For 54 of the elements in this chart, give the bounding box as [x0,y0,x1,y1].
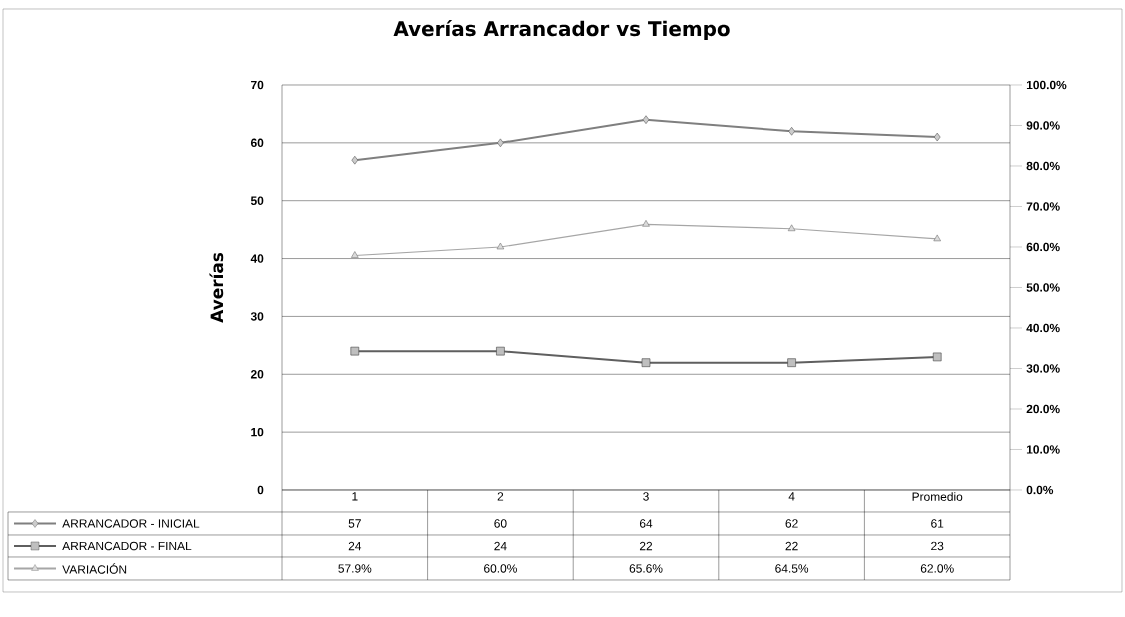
y-tick-label: 30 [250,312,264,321]
y2-tick-label: 0.0% [1026,485,1054,495]
x-tick-label: 4 [788,492,795,501]
data-label: 23 [931,541,944,551]
data-label: 24 [494,541,507,551]
data-label: 62.0% [920,564,954,573]
y-tick-label: 40 [250,254,264,263]
legend-label: ARRANCADOR - INICIAL [62,519,200,528]
y2-tick-label: 70.0% [1026,202,1060,211]
point [350,346,360,356]
y2-tick-label: 30.0% [1026,364,1060,373]
y2-tick-label: 60.0% [1026,242,1060,252]
y2-tick-label: 40.0% [1026,323,1060,333]
legend-label: ARRANCADOR - FINAL [62,541,192,551]
point [787,358,796,367]
data-label: 64 [639,519,653,528]
y2-tick-label: 50.0% [1026,283,1060,292]
point [496,346,505,356]
y-tick-label: 50 [250,196,264,205]
y-tick-label: 60 [250,138,264,148]
x-tick-label: 1 [352,492,358,501]
data-label: 61 [931,519,944,528]
data-label: 57.9% [338,564,372,573]
y-tick-label: 70 [251,80,264,90]
x-tick-label: Promedio [912,492,963,501]
y2-tick-label: 90.0% [1026,121,1060,130]
data-label: 65.6% [629,564,663,573]
point [788,126,795,136]
data-label: 22 [639,541,653,551]
legend-label: VARIACIÓN [62,563,127,574]
x-tick-label: 3 [643,492,649,501]
point [497,138,504,148]
point [642,115,650,124]
y-tick-label: 10 [251,427,264,437]
y2-tick-label: 100.0% [1026,80,1067,90]
point [641,358,651,367]
chart-title: Averías Arrancador vs Tiempo [393,19,730,41]
data-label: 22 [785,541,798,551]
data-label: 60 [494,519,507,528]
y-tick-label: 20 [250,370,264,379]
data-label: 24 [348,541,362,551]
y-axis-title: Averías [209,252,224,323]
y2-tick-label: 80.0% [1026,161,1060,171]
point [351,155,359,165]
y-tick-label: 0 [257,485,264,495]
data-label: 64.5% [775,564,809,573]
y2-tick-label: 10.0% [1026,445,1060,454]
data-label: 62 [785,519,798,528]
point [932,352,942,362]
data-label: 60.0% [484,564,517,573]
x-tick-label: 2 [497,492,504,501]
point [933,132,941,142]
data-label: 57 [348,519,361,528]
y2-tick-label: 20.0% [1026,404,1060,414]
